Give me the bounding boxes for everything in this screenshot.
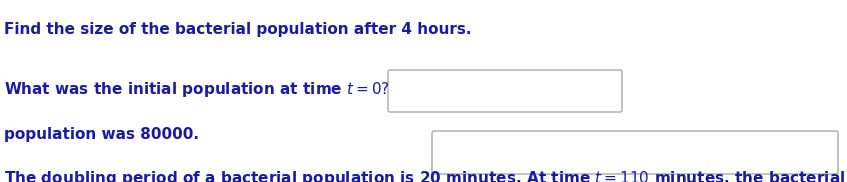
FancyBboxPatch shape [432, 131, 838, 174]
Text: Find the size of the bacterial population after 4 hours.: Find the size of the bacterial populatio… [4, 22, 472, 37]
Text: The doubling period of a bacterial population is 20 minutes. At time $t = 110$ m: The doubling period of a bacterial popul… [4, 169, 845, 182]
FancyBboxPatch shape [388, 70, 622, 112]
Text: population was 80000.: population was 80000. [4, 127, 199, 142]
Text: What was the initial population at time $t = 0?$: What was the initial population at time … [4, 80, 390, 99]
